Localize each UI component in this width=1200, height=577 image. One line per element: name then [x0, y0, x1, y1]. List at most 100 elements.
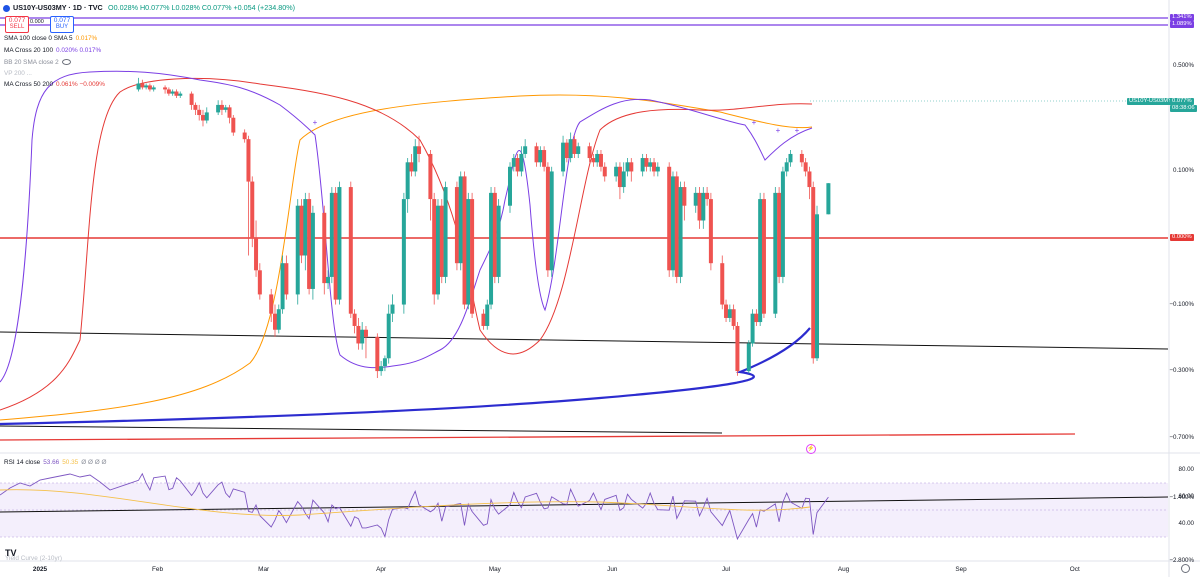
- candle-body: [462, 176, 467, 305]
- candle-body: [587, 146, 592, 159]
- symbol-price-tag: US10Y-US03MY: [1127, 98, 1174, 105]
- bottom-pane-label: Yield Curve (2-10yr): [5, 555, 62, 562]
- rsi-tick-label: 40.00: [1178, 519, 1194, 527]
- lower-black-trendline: [0, 425, 723, 434]
- candle: [617, 162, 622, 200]
- candle: [545, 162, 550, 277]
- sma100-line: [0, 94, 813, 421]
- price-tick-label: −0.700%: [1169, 433, 1194, 441]
- candle: [598, 150, 603, 172]
- settings-gear-icon[interactable]: [1181, 564, 1190, 573]
- legend-rsi[interactable]: RSI 14 close 53.66 50.35 Ø Ø Ø Ø: [4, 457, 106, 469]
- candle-body: [413, 146, 418, 172]
- candle-body: [667, 166, 672, 271]
- legend-sma-100[interactable]: SMA 100 close 0 SMA 5 0.017%: [4, 33, 97, 45]
- candle: [303, 192, 308, 271]
- candle: [803, 158, 808, 177]
- candle-body: [231, 117, 236, 133]
- candle-body: [595, 153, 600, 163]
- candle-body: [170, 91, 175, 94]
- candle-body: [386, 313, 391, 359]
- candle: [295, 199, 300, 305]
- candle-body: [568, 139, 573, 159]
- candle: [534, 142, 539, 167]
- candle: [257, 263, 262, 300]
- buy-button[interactable]: 0.077 BUY: [50, 16, 74, 33]
- candle-body: [140, 83, 145, 88]
- candle-body: [144, 85, 149, 88]
- candle: [727, 304, 732, 323]
- candle-body: [761, 199, 766, 314]
- candle: [276, 304, 281, 334]
- candle: [413, 139, 418, 177]
- symbol-title[interactable]: US10Y-US03MY · 1D · TVC: [13, 3, 103, 12]
- candle-body: [189, 93, 194, 105]
- ma50-line: [0, 77, 813, 411]
- eye-icon: [61, 59, 71, 66]
- candle: [629, 158, 634, 182]
- legend-vp[interactable]: VP 200 ...: [4, 68, 32, 80]
- candle: [508, 162, 512, 213]
- candle: [216, 100, 221, 116]
- candle: [614, 162, 619, 182]
- lower-red-line: [0, 433, 1076, 441]
- candle-body: [405, 162, 410, 200]
- price-tick-label: −0.300%: [1169, 367, 1194, 375]
- candle-body: [276, 309, 281, 330]
- legend-ma-cross-50-200[interactable]: MA Cross 50 200 0.061% −0.009%: [4, 79, 105, 91]
- legend-label: MA Cross 20 100: [4, 47, 54, 54]
- last-price-tag: 0.077%: [1170, 98, 1194, 105]
- candle: [462, 171, 467, 310]
- candle-body: [598, 153, 603, 167]
- candle: [674, 171, 679, 284]
- candle-body: [242, 132, 247, 140]
- candle-body: [561, 142, 566, 172]
- candle-body: [303, 199, 308, 256]
- candle: [670, 171, 675, 277]
- candle: [439, 199, 444, 284]
- candle: [576, 142, 581, 159]
- candle-body: [174, 91, 179, 96]
- candle-body: [382, 358, 387, 367]
- candle-body: [428, 153, 433, 200]
- candle-body: [360, 329, 365, 344]
- black-trendline: [0, 331, 1169, 350]
- candle: [386, 304, 391, 364]
- flash-icon[interactable]: ⚡: [806, 444, 816, 454]
- candle-body: [204, 112, 209, 121]
- spread-value: 0.000: [30, 19, 44, 25]
- rsi-ma-line: [0, 489, 811, 516]
- price-tag-lower: 1.089%: [1170, 21, 1194, 28]
- candle: [682, 181, 687, 221]
- candle-body: [417, 146, 422, 154]
- candle-body: [227, 107, 232, 118]
- candle-body: [333, 192, 338, 300]
- candle: [648, 158, 653, 172]
- candle: [470, 192, 475, 318]
- candle: [242, 129, 247, 143]
- candle: [678, 181, 683, 284]
- price-tick-label: 0.100%: [1173, 167, 1194, 175]
- legend-ma-cross-20-100[interactable]: MA Cross 20 100 0.020% 0.017%: [4, 45, 101, 57]
- candle: [708, 192, 713, 271]
- candle-body: [443, 187, 448, 277]
- candle-body: [534, 146, 539, 163]
- candle-body: [697, 192, 702, 221]
- candle: [200, 109, 205, 127]
- candle-body: [379, 366, 384, 372]
- candle-body: [724, 304, 729, 318]
- zero-line-tag: 0.000%: [1170, 234, 1194, 241]
- candle: [136, 77, 141, 92]
- candle: [170, 89, 175, 96]
- candle: [697, 187, 702, 229]
- candle-body: [197, 109, 202, 116]
- candle-body: [496, 205, 501, 277]
- sell-button[interactable]: 0.077 SELL: [5, 16, 29, 33]
- candle: [417, 135, 422, 163]
- candle-body: [435, 205, 440, 295]
- candle: [379, 360, 384, 376]
- candle: [652, 158, 657, 177]
- candle: [163, 85, 168, 94]
- legend-bb[interactable]: BB 20 SMA close 2: [4, 57, 71, 69]
